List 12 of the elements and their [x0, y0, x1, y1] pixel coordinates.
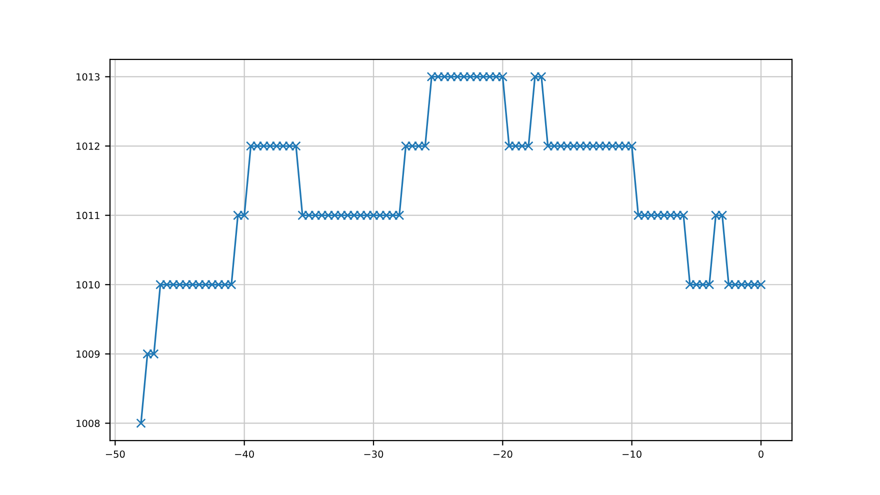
x-tick-label: −20	[493, 450, 512, 458]
y-tick-label: 1008	[76, 420, 100, 428]
y-tick-label: 1010	[76, 281, 100, 288]
x-tick-label: −50	[106, 450, 125, 458]
x-tick-label: −10	[622, 450, 642, 458]
x-tick-label: 0	[758, 450, 764, 458]
y-tick-label: 1013	[76, 73, 100, 81]
x-tick-label: −30	[364, 450, 384, 458]
x-tick-label: −40	[235, 450, 254, 458]
y-tick-label: 1009	[76, 350, 100, 358]
y-tick-label: 1012	[76, 142, 100, 150]
y-tick-label: 1011	[76, 212, 100, 220]
